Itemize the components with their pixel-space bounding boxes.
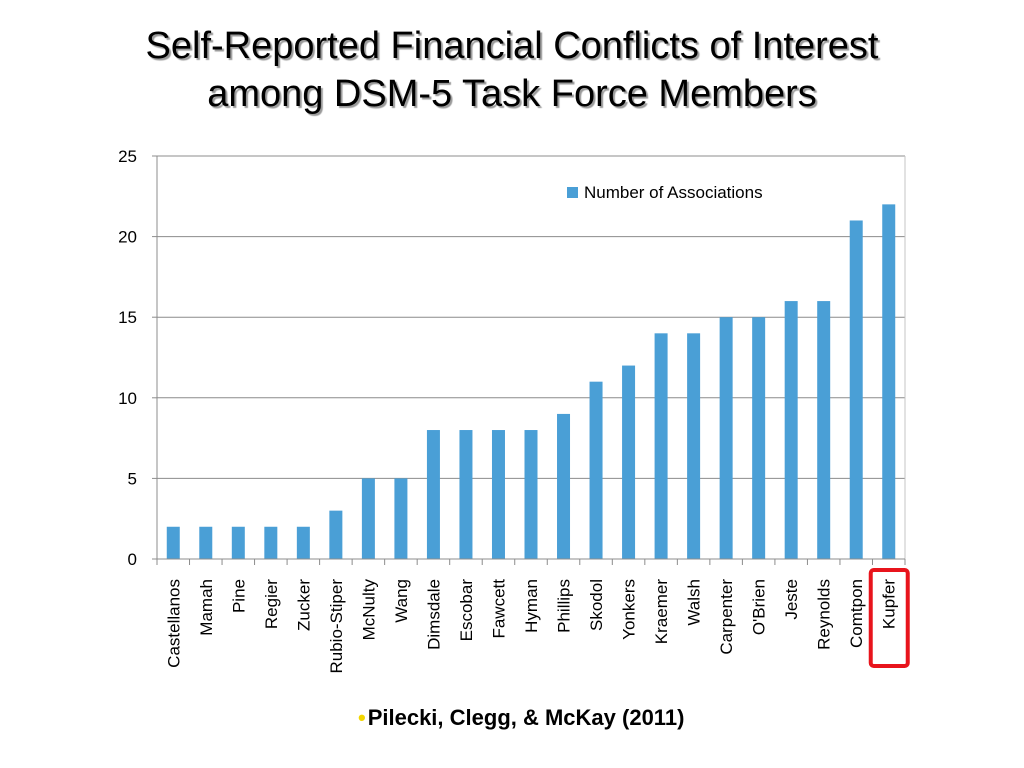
x-category-label: Hyman (522, 579, 541, 633)
x-category-label: Phillips (555, 579, 574, 633)
slide-title-line-1: Self-Reported Financial Conflicts of Int… (145, 25, 879, 67)
x-category-label: Comtpon (847, 579, 866, 648)
highlight-box (868, 568, 910, 668)
bar (426, 430, 440, 559)
y-tick-label: 25 (118, 147, 137, 166)
bar (719, 317, 733, 559)
x-category-label: Escobar (457, 579, 476, 642)
bar (166, 526, 180, 559)
y-tick-label: 20 (118, 228, 137, 247)
y-tick-label: 10 (118, 389, 137, 408)
bar (654, 333, 668, 559)
bar (817, 301, 831, 559)
bar (882, 204, 896, 560)
bar (524, 430, 538, 559)
citation: •Pilecki, Clegg, & McKay (2011) (358, 705, 684, 731)
bar (752, 317, 766, 559)
y-tick-label: 15 (118, 308, 137, 327)
x-category-label: Dimsdale (424, 579, 443, 650)
x-category-label: Yonkers (620, 579, 639, 640)
bar (589, 381, 603, 559)
bar (329, 510, 343, 559)
legend-swatch (567, 187, 578, 198)
x-category-label: Mamah (197, 579, 216, 636)
bar (687, 333, 701, 559)
x-category-label: Regier (262, 579, 281, 629)
x-category-label: Rubio-Stiper (327, 579, 346, 674)
x-category-label: Zucker (294, 579, 313, 631)
legend-label: Number of Associations (584, 183, 763, 202)
y-tick-label: 5 (128, 469, 137, 488)
bullet-icon: • (358, 705, 366, 730)
x-category-label: O'Brien (750, 579, 769, 635)
bar (491, 430, 505, 559)
y-tick-label: 0 (128, 550, 137, 569)
bar (784, 301, 798, 559)
x-category-label: Reynolds (815, 579, 834, 650)
x-category-label: Carpenter (717, 579, 736, 655)
bar (264, 526, 278, 559)
x-category-label: Walsh (685, 579, 704, 626)
bar (459, 430, 473, 559)
bar (557, 413, 571, 559)
bar (199, 526, 213, 559)
slide-title-line-2: among DSM-5 Task Force Members (207, 73, 817, 115)
x-category-label: McNulty (359, 579, 378, 641)
bar (849, 220, 863, 560)
bar (394, 478, 408, 559)
bar (231, 526, 245, 559)
bar (361, 478, 375, 559)
x-category-label: Jeste (782, 579, 801, 620)
x-category-label: Castellanos (164, 579, 183, 668)
slide-title: Self-Reported Financial Conflicts of Int… (0, 22, 1024, 118)
x-category-label: Skodol (587, 579, 606, 631)
citation-text: Pilecki, Clegg, & McKay (2011) (367, 705, 685, 730)
bar (296, 526, 310, 559)
bar (622, 365, 636, 559)
x-category-label: Kupfer (880, 579, 899, 629)
x-category-label: Pine (229, 579, 248, 613)
x-category-label: Fawcett (489, 579, 508, 639)
x-category-label: Kraemer (652, 579, 671, 645)
x-category-label: Wang (392, 579, 411, 623)
